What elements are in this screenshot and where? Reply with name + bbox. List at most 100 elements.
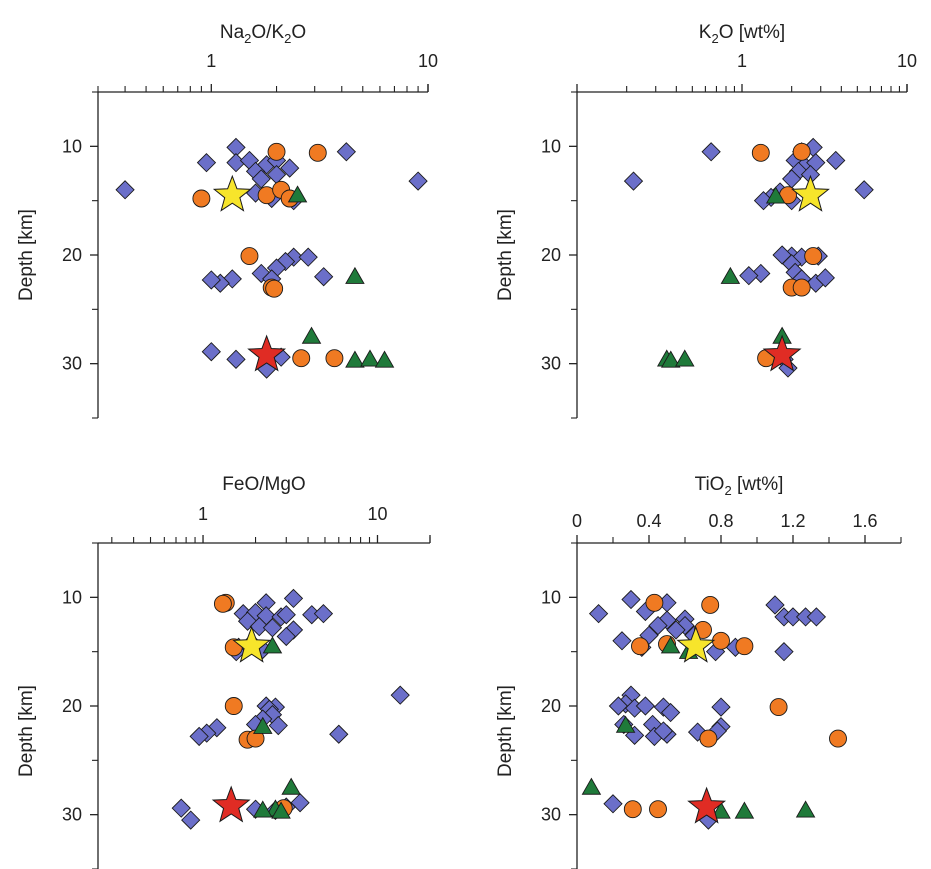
y-tick-label: 20	[62, 696, 82, 716]
circle-point	[224, 697, 243, 715]
diamond-point	[608, 696, 629, 716]
circle-point	[649, 800, 667, 819]
panel-tio2: 0 0.4 0.8 1.2 1.6 10 20 30 Depth [km] TiO2 [wt%]	[495, 474, 902, 869]
triangle-point	[734, 801, 755, 819]
panel-k2o: 1 10 10 20 30 Depth [km] K2O [wt%]	[495, 22, 917, 419]
y-tick-label: 10	[541, 587, 561, 607]
diamond-point	[588, 603, 609, 624]
diamond-point	[612, 631, 632, 651]
diamond-point	[251, 169, 271, 189]
x-tick-label: 1	[198, 504, 208, 524]
diamond-point	[660, 702, 681, 723]
diamond-point	[181, 810, 201, 830]
circle-point	[213, 594, 232, 613]
triangle-point	[281, 777, 301, 795]
circle-point	[735, 637, 754, 656]
x-tick-label: 1.6	[852, 511, 877, 531]
circle-point	[265, 279, 284, 298]
y-tick-label: 20	[541, 245, 561, 265]
x-tick-label: 10	[897, 51, 917, 71]
triangle-point	[711, 801, 731, 819]
triangle-point	[765, 186, 786, 204]
y-axis-title: Depth [km]	[495, 685, 516, 777]
y-tick-label: 20	[62, 245, 82, 265]
x-axis-title: TiO2 [wt%]	[695, 474, 784, 498]
diamond-point	[249, 617, 269, 637]
x-tick-label: 1	[206, 51, 216, 71]
y-tick-label: 10	[62, 587, 82, 607]
diamond-point	[276, 605, 296, 625]
circle-point	[792, 278, 811, 297]
diamond-point	[171, 798, 191, 818]
x-tick-label: 0.8	[708, 511, 733, 531]
y-tick-label: 30	[541, 354, 561, 374]
star-red-point	[687, 786, 727, 824]
y-tick-label: 10	[541, 136, 561, 156]
diamond-point	[806, 607, 827, 627]
circle-point	[192, 189, 211, 208]
circle-point	[623, 800, 642, 819]
circle-point	[308, 143, 327, 162]
x-tick-label: 10	[367, 504, 387, 524]
star-yellow-point	[791, 174, 830, 212]
circle-point	[699, 729, 718, 748]
triangle-point	[660, 636, 681, 654]
triangle-point	[301, 326, 322, 344]
triangle-point	[287, 185, 308, 203]
circle-point	[769, 698, 788, 717]
triangle-point	[720, 266, 741, 284]
diamond-point	[635, 696, 656, 716]
diamond-point	[854, 180, 874, 200]
diamond-point	[765, 595, 785, 615]
x-tick-label: 1	[737, 51, 747, 71]
diamond-point	[226, 349, 246, 369]
y-axis-title: Depth [km]	[16, 209, 37, 301]
diamond-point	[711, 697, 731, 717]
diamond-point	[826, 150, 846, 171]
x-tick-label: 0	[572, 511, 582, 531]
y-axis-title: Depth [km]	[495, 209, 516, 301]
y-tick-label: 30	[62, 354, 82, 374]
diamond-point	[201, 270, 221, 290]
circle-point	[829, 729, 847, 748]
diamond-point	[276, 626, 296, 647]
diamond-point	[621, 589, 641, 610]
star-red-point	[762, 334, 802, 372]
diamond-point	[774, 642, 794, 662]
diamond-point	[390, 685, 410, 705]
y-tick-label: 30	[62, 805, 82, 825]
star-yellow-point	[676, 625, 716, 663]
circle-point	[712, 631, 730, 650]
diamond-point	[751, 263, 771, 284]
triangle-point	[252, 716, 273, 734]
diamond-point	[701, 142, 721, 162]
x-tick-label: 0.4	[636, 511, 661, 531]
triangle-point	[615, 715, 636, 733]
triangle-point	[660, 350, 681, 368]
star-yellow-point	[232, 625, 272, 663]
y-tick-label: 10	[62, 136, 82, 156]
triangle-point	[271, 801, 291, 819]
circle-point	[325, 349, 344, 368]
y-tick-label: 30	[541, 805, 561, 825]
diamond-point	[196, 152, 217, 173]
diamond-point	[268, 715, 288, 736]
diamond-point	[313, 603, 334, 624]
diamond-point	[408, 171, 428, 191]
circle-point	[804, 247, 823, 266]
diamond-point	[336, 142, 356, 162]
diamond-point	[648, 615, 668, 636]
diamond-point	[623, 171, 644, 191]
circle-point	[292, 349, 311, 368]
diamond-point	[653, 721, 674, 741]
diamond-point	[815, 268, 835, 288]
triangle-point	[360, 349, 380, 367]
triangle-point	[581, 777, 602, 795]
diamond-point	[666, 620, 686, 640]
panel-feo-mgo: 1 10 10 20 30 Depth [km] FeO/MgO	[16, 474, 431, 869]
diamond-point	[189, 726, 209, 747]
star-yellow-point	[212, 174, 252, 212]
circle-point	[240, 247, 259, 266]
triangle-point	[345, 350, 365, 368]
